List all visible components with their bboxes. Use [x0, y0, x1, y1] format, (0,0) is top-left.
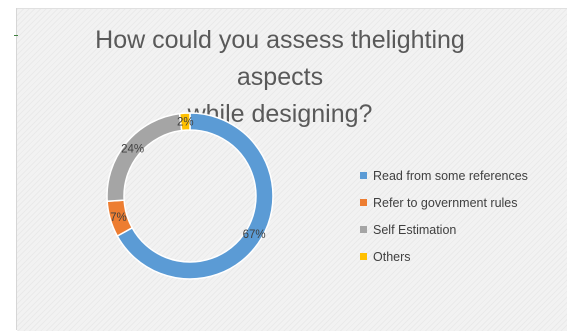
slice-self-estimation	[106, 112, 183, 203]
data-label-self-estimation: 24%	[121, 144, 144, 156]
data-label-refer-to-government-rules: 7%	[110, 212, 127, 224]
legend-swatch	[360, 172, 367, 179]
legend-swatch	[360, 226, 367, 233]
data-label-read-from-some-references: 67%	[243, 229, 266, 241]
legend-label: Refer to government rules	[373, 195, 518, 210]
legend-item: Others	[360, 243, 528, 270]
legend-item: Read from some references	[360, 162, 528, 189]
slice-read-from-some-references	[116, 112, 274, 280]
slice-others	[178, 112, 191, 132]
legend-label: Self Estimation	[373, 222, 457, 237]
legend-item: Refer to government rules	[360, 189, 528, 216]
data-label-others: 2%	[177, 117, 194, 129]
legend-swatch	[360, 199, 367, 206]
legend-item: Self Estimation	[360, 216, 528, 243]
legend-label: Others	[373, 249, 411, 264]
legend: Read from some references Refer to govern…	[360, 162, 528, 270]
chart-title-line-1: How could you assess thelighting aspects	[95, 26, 465, 91]
chart-area	[17, 8, 567, 331]
legend-swatch	[360, 253, 367, 260]
edge-marker	[14, 35, 18, 36]
left-border	[16, 8, 17, 330]
legend-label: Read from some references	[373, 168, 528, 183]
